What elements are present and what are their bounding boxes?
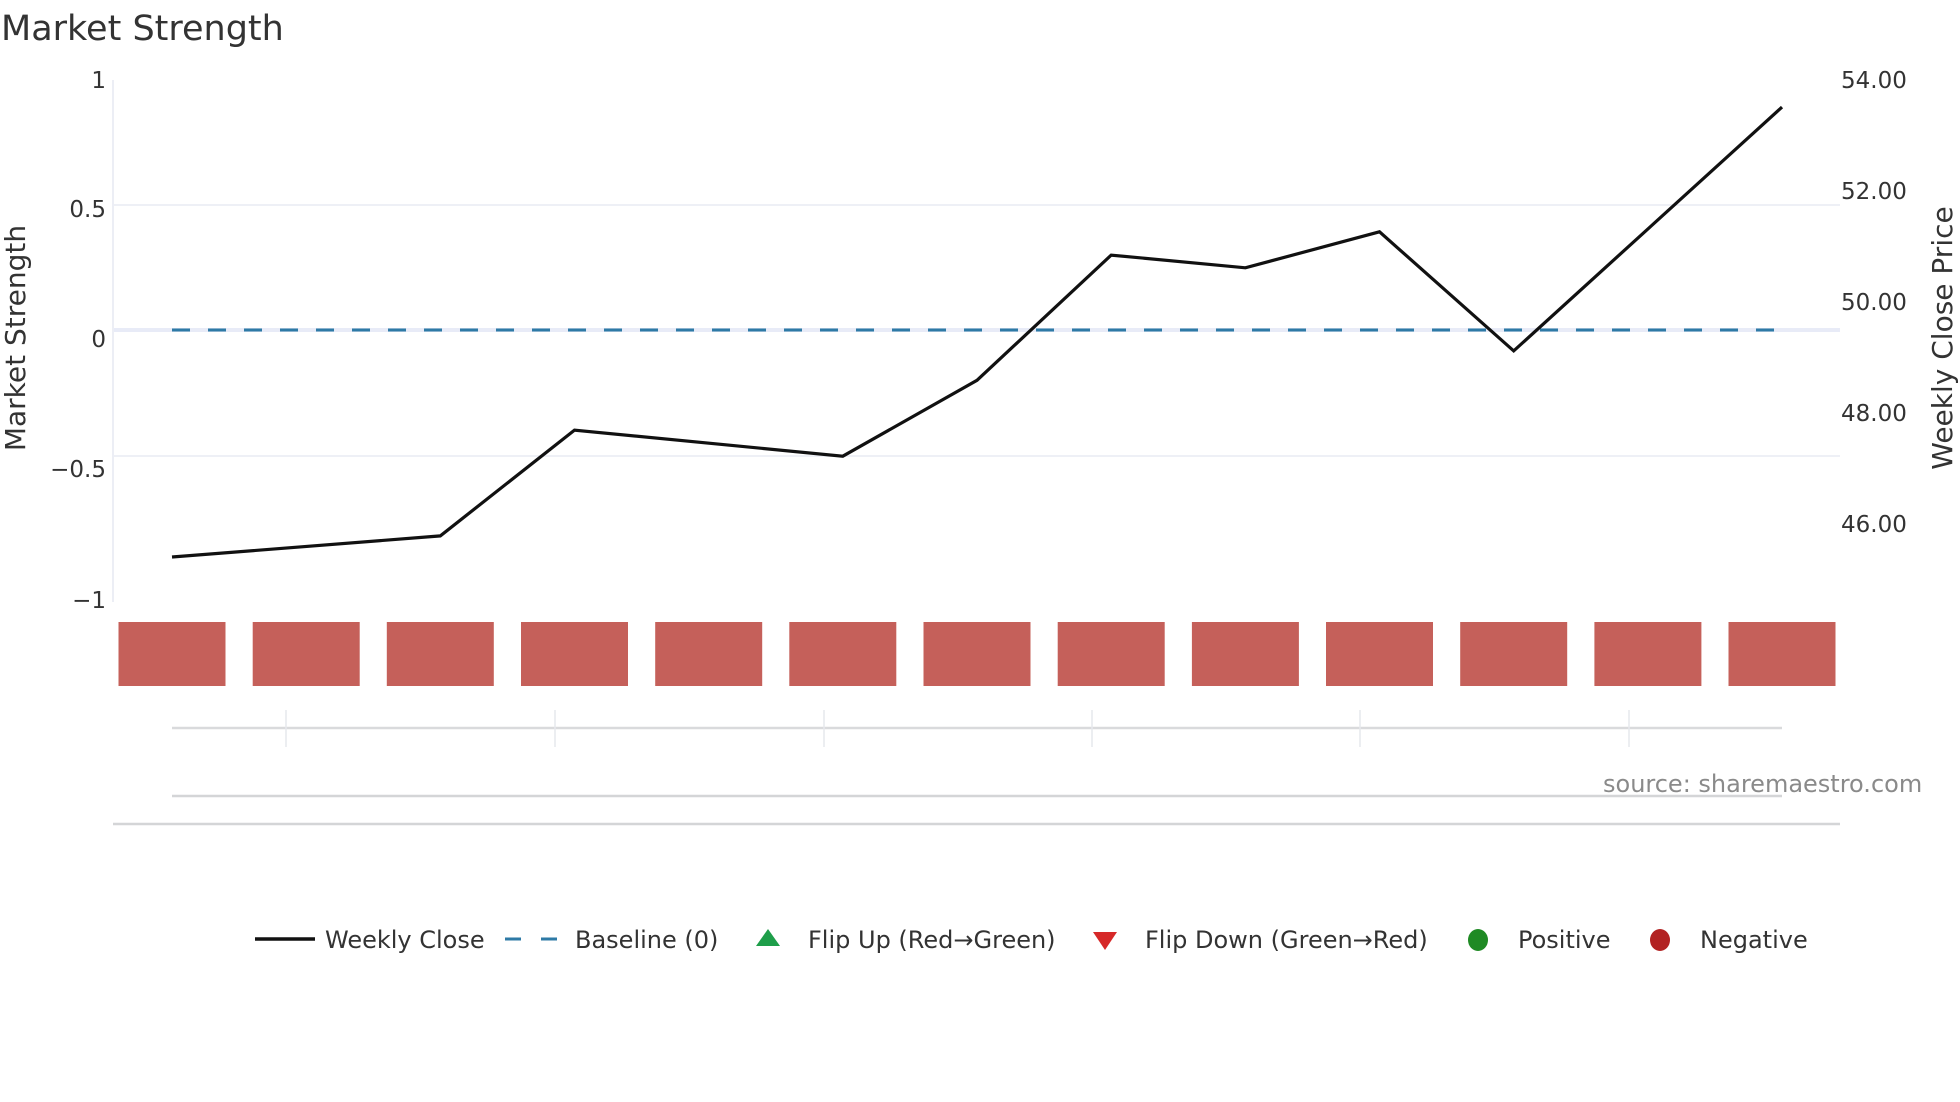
strength-block-negative [1191,622,1299,686]
y2-tick: 52.00 [1841,179,1907,205]
strength-block-negative [252,622,360,686]
y2-tick: 46.00 [1841,512,1907,538]
y-tick: −1 [72,588,106,614]
legend-label: Flip Up (Red→Green) [808,926,1056,954]
strength-block-negative [1326,622,1433,686]
strength-block-negative [1057,622,1165,686]
range-slider[interactable] [113,710,1840,826]
strength-block-negative [386,622,494,686]
legend-item-flip-down[interactable]: Flip Down (Green→Red) [1093,926,1428,954]
legend: Weekly Close Baseline (0) Flip Up (Red→G… [255,926,1808,954]
y-tick: −0.5 [50,457,106,483]
y-axis-title: Market Strength [0,225,32,451]
weekly-close-line [171,105,1784,559]
source-caption: source: sharemaestro.com [1603,770,1922,798]
legend-item-negative[interactable]: Negative [1650,926,1808,954]
triangle-down-icon [1093,932,1117,950]
y2-axis-ticks: 54.00 52.00 50.00 48.00 46.00 [1841,68,1907,538]
legend-label: Positive [1518,926,1611,954]
y2-tick: 48.00 [1841,401,1907,427]
legend-label: Weekly Close [325,926,485,954]
y-tick: 0.5 [69,197,106,223]
legend-item-weekly-close[interactable]: Weekly Close [255,926,485,954]
circle-green-icon [1468,929,1488,951]
strength-block-negative [1460,622,1568,686]
legend-item-baseline[interactable]: Baseline (0) [505,926,718,954]
strength-block-negative [1728,622,1836,686]
strength-block-negative [789,622,897,686]
legend-item-positive[interactable]: Positive [1468,926,1611,954]
legend-label: Negative [1700,926,1808,954]
y2-tick: 54.00 [1841,68,1907,94]
y2-tick: 50.00 [1841,290,1907,316]
legend-label: Flip Down (Green→Red) [1145,926,1428,954]
slider-ticks [285,710,1630,747]
circle-red-icon [1650,929,1670,951]
strength-block-negative [655,622,763,686]
y-tick: 0 [91,327,106,353]
strength-block-negative [1594,622,1702,686]
y2-axis-title: Weekly Close Price [1926,206,1959,469]
triangle-up-icon [756,929,780,946]
strength-blocks [118,622,1836,686]
strength-block-negative [521,622,628,686]
legend-item-flip-up[interactable]: Flip Up (Red→Green) [756,926,1056,954]
strength-block-negative [923,622,1031,686]
y-tick: 1 [91,68,106,94]
legend-label: Baseline (0) [575,926,718,954]
y-axis-ticks: 1 0.5 0 −0.5 −1 [50,68,106,614]
strength-block-negative [118,622,226,686]
chart-title: Market Strength [1,9,284,49]
